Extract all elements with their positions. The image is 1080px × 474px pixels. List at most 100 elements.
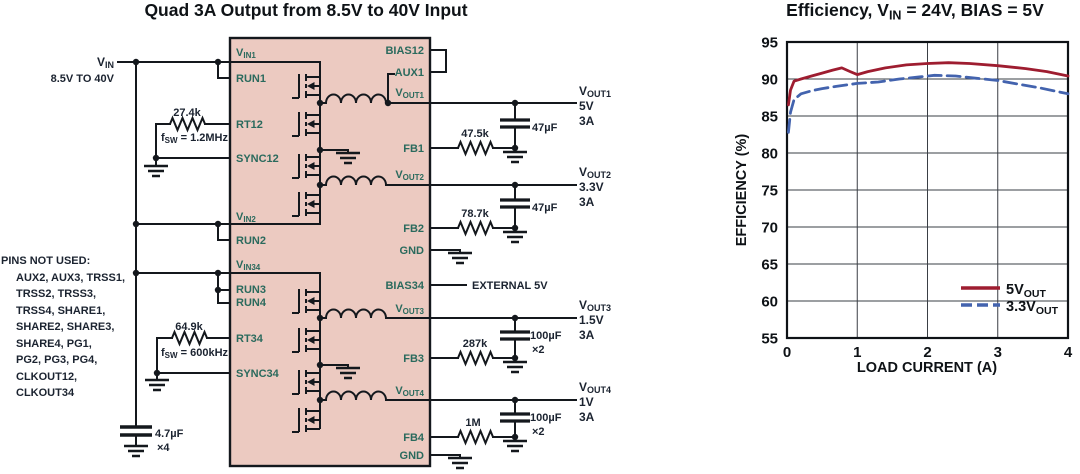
- efficiency-curve-5vout: [787, 61, 1070, 107]
- out3-cap-value: 100µF: [530, 330, 562, 342]
- vin-label: VIN: [97, 55, 114, 70]
- pins-not-used-line: TRSS4, SHARE1,: [16, 305, 105, 317]
- y-tick-label: 55: [761, 331, 778, 348]
- ground-out4: [501, 439, 529, 453]
- y-tick-label: 85: [761, 109, 778, 126]
- out4-cap-mult: ×2: [532, 426, 545, 438]
- chart-title-sub: IN: [889, 9, 902, 23]
- legend-label-5vout: 5VOUT: [1006, 282, 1047, 300]
- out3-name: VOUT3: [579, 298, 611, 313]
- y-axis-label: EFFICIENCY (%): [734, 134, 750, 247]
- rt12-resistor-value: 27.4k: [173, 107, 201, 119]
- pin-label-rt12: RT12: [236, 119, 263, 131]
- pin-label-vout2: VOUT2: [395, 169, 424, 182]
- ground-out1: [501, 150, 529, 164]
- pin-label-run4: RUN4: [236, 297, 267, 309]
- capacitor-input: [118, 425, 154, 437]
- x-axis-label: LOAD CURRENT (A): [857, 360, 997, 376]
- chart-title-post: = 24V, BIAS = 5V: [901, 0, 1044, 20]
- resistor-rt12: [169, 117, 206, 131]
- pins-not-used-line: PG2, PG3, PG4,: [16, 354, 97, 366]
- chart-legend: 5VOUT 3.3VOUT: [961, 282, 1059, 317]
- out3-cap-mult: ×2: [532, 344, 545, 356]
- circuit-diagram: VIN1 RUN1 RT12 SYNC12 VIN2 RUN2 VIN34 RU…: [1, 36, 611, 470]
- fb2-resistor-value: 78.7k: [461, 208, 489, 220]
- pin-label-vin1: VIN1: [236, 47, 256, 60]
- y-tick-label: 95: [761, 35, 778, 52]
- wire-rt34: [156, 337, 231, 374]
- capacitor-out2: [498, 198, 532, 209]
- pin-label-sync34: SYNC34: [236, 368, 280, 380]
- pin-label-sync12: SYNC12: [236, 153, 279, 165]
- pin-label-bias34: BIAS34: [385, 280, 424, 292]
- chart-tick-labels: 55 60 65 70 75 80 85 90 95 0 1 2 3 4: [761, 35, 1073, 362]
- resistor-fb1: [457, 141, 494, 155]
- y-tick-label: 75: [761, 183, 778, 200]
- pin-label-vin34: VIN34: [236, 259, 261, 272]
- pins-not-used-line: CLKOUT34: [16, 387, 75, 399]
- efficiency-chart: 55 60 65 70 75 80 85 90 95 0 1 2 3 4 LOAD CURRENT (A)…: [734, 35, 1073, 377]
- pins-not-used-heading: PINS NOT USED:: [1, 255, 90, 267]
- fb4-resistor-value: 1M: [465, 417, 480, 429]
- ic-pin-labels: VIN1 RUN1 RT12 SYNC12 VIN2 RUN2 VIN34 RU…: [236, 45, 425, 462]
- fb1-resistor-value: 47.5k: [461, 128, 489, 140]
- pin-label-run3: RUN3: [236, 284, 266, 296]
- out4-volts: 1V: [579, 395, 594, 409]
- y-tick-label: 65: [761, 257, 778, 274]
- wire-run2-bracket: [217, 223, 231, 241]
- circuit-title: Quad 3A Output from 8.5V to 40V Input: [144, 0, 467, 20]
- pins-not-used-line: AUX2, AUX3, TRSS1,: [16, 272, 125, 284]
- junction-dots: [132, 58, 519, 441]
- fsw34-label: fSW = 600kHz: [161, 347, 229, 360]
- out2-volts: 3.3V: [579, 180, 604, 194]
- chart-curves: [787, 61, 1070, 134]
- input-cap-mult: ×4: [157, 442, 170, 454]
- pin-label-run1: RUN1: [236, 73, 266, 85]
- pin-label-fb1: FB1: [403, 143, 424, 155]
- wire-vin34: [135, 272, 321, 429]
- pins-not-used-line: TRSS2, TRSS3,: [16, 288, 96, 300]
- pins-not-used-line: CLKOUT12,: [16, 371, 77, 383]
- pin-label-rt34: RT34: [236, 333, 264, 345]
- out2-name: VOUT2: [579, 165, 611, 180]
- pin-label-run2: RUN2: [236, 235, 266, 247]
- chart-title-pre: Efficiency, V: [786, 0, 889, 20]
- ground-out3: [501, 360, 529, 374]
- resistor-fb4: [457, 430, 494, 444]
- pin-label-aux1: AUX1: [395, 67, 424, 79]
- y-tick-label: 60: [761, 294, 778, 311]
- resistor-fb2: [457, 221, 494, 235]
- net-labels: VIN 8.5V TO 40V 27.4k fSW = 1.2MHz 64.9k…: [51, 55, 611, 454]
- out4-cap-value: 100µF: [530, 412, 562, 424]
- ground-gnd12-pin: [446, 251, 474, 265]
- pin-label-gnd34: GND: [400, 450, 425, 462]
- vin-range-label: 8.5V TO 40V: [51, 73, 115, 85]
- pin-label-gnd12: GND: [400, 245, 425, 257]
- pins-not-used-block: PINS NOT USED: AUX2, AUX3, TRSS1, TRSS2,…: [1, 255, 125, 399]
- efficiency-curve-3p3vout: [787, 73, 1070, 134]
- ground-input-cap: [122, 444, 150, 458]
- out4-name: VOUT4: [579, 380, 611, 395]
- x-tick-label: 1: [853, 344, 861, 361]
- pin-label-fb4: FB4: [403, 432, 425, 444]
- pin-label-vin2: VIN2: [236, 211, 256, 224]
- resistor-fb3: [457, 351, 494, 365]
- pin-label-vout4: VOUT4: [395, 385, 424, 398]
- ic-body: [228, 36, 432, 468]
- resistor-rt34: [171, 331, 208, 345]
- x-tick-label: 2: [923, 344, 931, 361]
- rt34-resistor-value: 64.9k: [175, 321, 203, 333]
- y-tick-label: 80: [761, 146, 778, 163]
- y-tick-label: 70: [761, 220, 778, 237]
- out3-volts: 1.5V: [579, 313, 604, 327]
- ground-out2: [501, 230, 529, 244]
- wire-run1-bracket: [217, 61, 231, 79]
- fb3-resistor-value: 287k: [463, 338, 488, 350]
- legend-label-3v3out: 3.3VOUT: [1006, 299, 1059, 317]
- out1-amps: 3A: [579, 114, 595, 128]
- fsw12-label: fSW = 1.2MHz: [161, 132, 228, 145]
- out4-amps: 3A: [579, 410, 595, 424]
- capacitor-out4: [498, 412, 532, 423]
- out1-cap-value: 47µF: [532, 122, 558, 134]
